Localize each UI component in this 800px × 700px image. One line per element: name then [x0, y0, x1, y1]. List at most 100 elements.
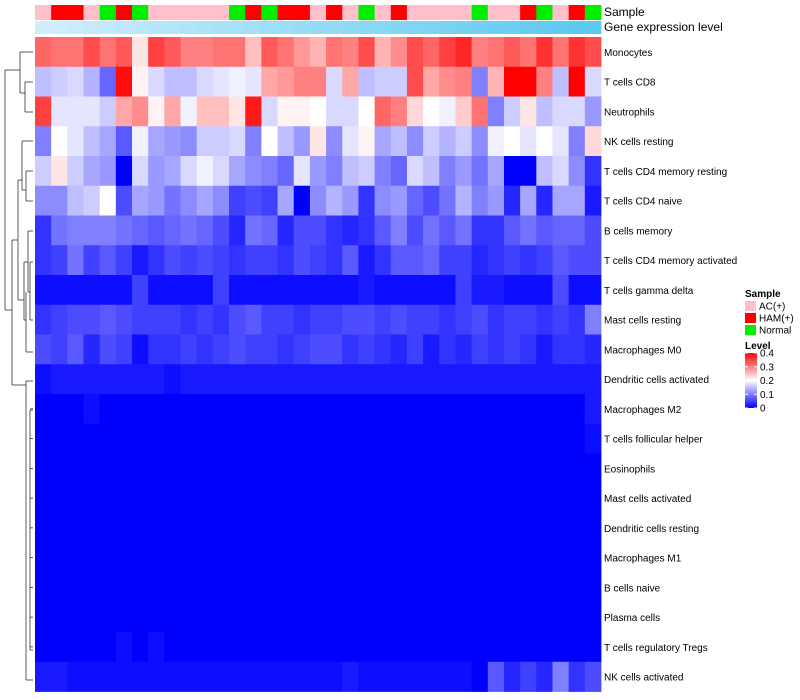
heatmap-cell	[261, 513, 278, 544]
heatmap-cell	[552, 423, 570, 454]
heatmap-cell	[536, 423, 553, 454]
row-label: T cells follicular helper	[604, 435, 703, 446]
heatmap-cell	[503, 394, 521, 425]
sample-annotation-cell	[471, 5, 489, 20]
heatmap-cell	[568, 423, 586, 454]
heatmap-cell	[35, 275, 52, 306]
heatmap-cell	[277, 453, 295, 484]
heatmap-cell	[358, 364, 375, 395]
heatmap-cell	[568, 245, 586, 276]
heatmap-cell	[568, 542, 586, 573]
sample-annotation-cell	[455, 5, 473, 20]
heatmap-cell	[293, 185, 311, 216]
sample-annotation-cell	[487, 5, 505, 20]
heatmap-cell	[423, 542, 440, 573]
heatmap-cell	[148, 661, 165, 692]
heatmap-cell	[374, 632, 392, 663]
heatmap-cell	[245, 66, 262, 97]
heatmap-cell	[503, 453, 521, 484]
heatmap-cell	[520, 661, 537, 692]
heatmap-cell	[374, 513, 392, 544]
heatmap-cell	[487, 572, 505, 603]
heatmap-cell	[552, 513, 570, 544]
gene-expression-cell	[439, 21, 456, 34]
gene-expression-cell	[406, 21, 424, 34]
heatmap-cell	[487, 453, 505, 484]
heatmap-cell	[503, 364, 521, 395]
heatmap-cell	[374, 483, 392, 514]
heatmap-cell	[245, 156, 262, 187]
heatmap-cell	[358, 37, 375, 68]
heatmap-cell	[196, 542, 214, 573]
heatmap-cell	[423, 572, 440, 603]
row-label: Eosinophils	[604, 464, 655, 475]
heatmap-cell	[326, 661, 343, 692]
heatmap-cell	[67, 632, 84, 663]
heatmap-cell	[406, 66, 424, 97]
gene-expression-cell	[164, 21, 181, 34]
heatmap-cell	[83, 126, 101, 157]
heatmap-cell	[309, 275, 327, 306]
heatmap-cell	[277, 245, 295, 276]
sample-annotation-cell	[99, 5, 117, 20]
heatmap-cell	[309, 423, 327, 454]
legend: Sample AC(+)HAM(+)Normal Level 0.4 0.3 0.2…	[745, 289, 794, 415]
heatmap-cell	[245, 37, 262, 68]
heatmap-cell	[552, 661, 570, 692]
heatmap-cell	[309, 394, 327, 425]
heatmap-cell	[374, 364, 392, 395]
heatmap-cell	[471, 245, 489, 276]
heatmap-cell	[51, 453, 68, 484]
heatmap-cell	[471, 423, 489, 454]
heatmap-cell	[132, 483, 149, 514]
heatmap-cell	[132, 275, 149, 306]
heatmap-cell	[390, 126, 408, 157]
heatmap-cell	[148, 483, 165, 514]
heatmap-cell	[229, 572, 246, 603]
gene-expression-cell	[277, 21, 295, 34]
heatmap-cell	[67, 423, 84, 454]
heatmap-cell	[520, 513, 537, 544]
heatmap-cell	[67, 453, 84, 484]
heatmap-cell	[503, 661, 521, 692]
heatmap-cell	[471, 66, 489, 97]
heatmap-cell	[83, 66, 101, 97]
heatmap-cell	[196, 66, 214, 97]
heatmap-cell	[99, 245, 117, 276]
heatmap-cell	[584, 542, 602, 573]
heatmap-cell	[293, 304, 311, 335]
heatmap-cell	[342, 394, 359, 425]
heatmap-cell	[212, 245, 230, 276]
heatmap-cell	[212, 542, 230, 573]
heatmap-cell	[277, 423, 295, 454]
heatmap-cell	[51, 513, 68, 544]
heatmap-cell	[390, 245, 408, 276]
heatmap-cell	[212, 37, 230, 68]
heatmap-cell	[584, 453, 602, 484]
heatmap-cell	[390, 304, 408, 335]
heatmap-cell	[180, 661, 198, 692]
row-label: Mast cells resting	[604, 316, 681, 327]
heatmap-cell	[374, 423, 392, 454]
heatmap-cell	[293, 126, 311, 157]
heatmap-cell	[503, 275, 521, 306]
heatmap-cell	[309, 156, 327, 187]
heatmap-cell	[471, 304, 489, 335]
sample-annotation-cell	[439, 5, 456, 20]
heatmap-cell	[536, 156, 553, 187]
row-label: Dendritic cells resting	[604, 524, 699, 535]
heatmap-cell	[245, 275, 262, 306]
gene-expression-cell	[148, 21, 165, 34]
heatmap-cell	[568, 66, 586, 97]
heatmap-cell	[309, 96, 327, 127]
gene-expression-cell	[132, 21, 149, 34]
heatmap-cell	[584, 483, 602, 514]
heatmap-cell	[552, 275, 570, 306]
heatmap-cell	[261, 334, 278, 365]
heatmap-cell	[406, 423, 424, 454]
heatmap-cell	[67, 66, 84, 97]
gene-expression-cell	[35, 21, 52, 34]
heatmap-cell	[439, 185, 456, 216]
heatmap-cell	[212, 661, 230, 692]
heatmap-cell	[374, 96, 392, 127]
